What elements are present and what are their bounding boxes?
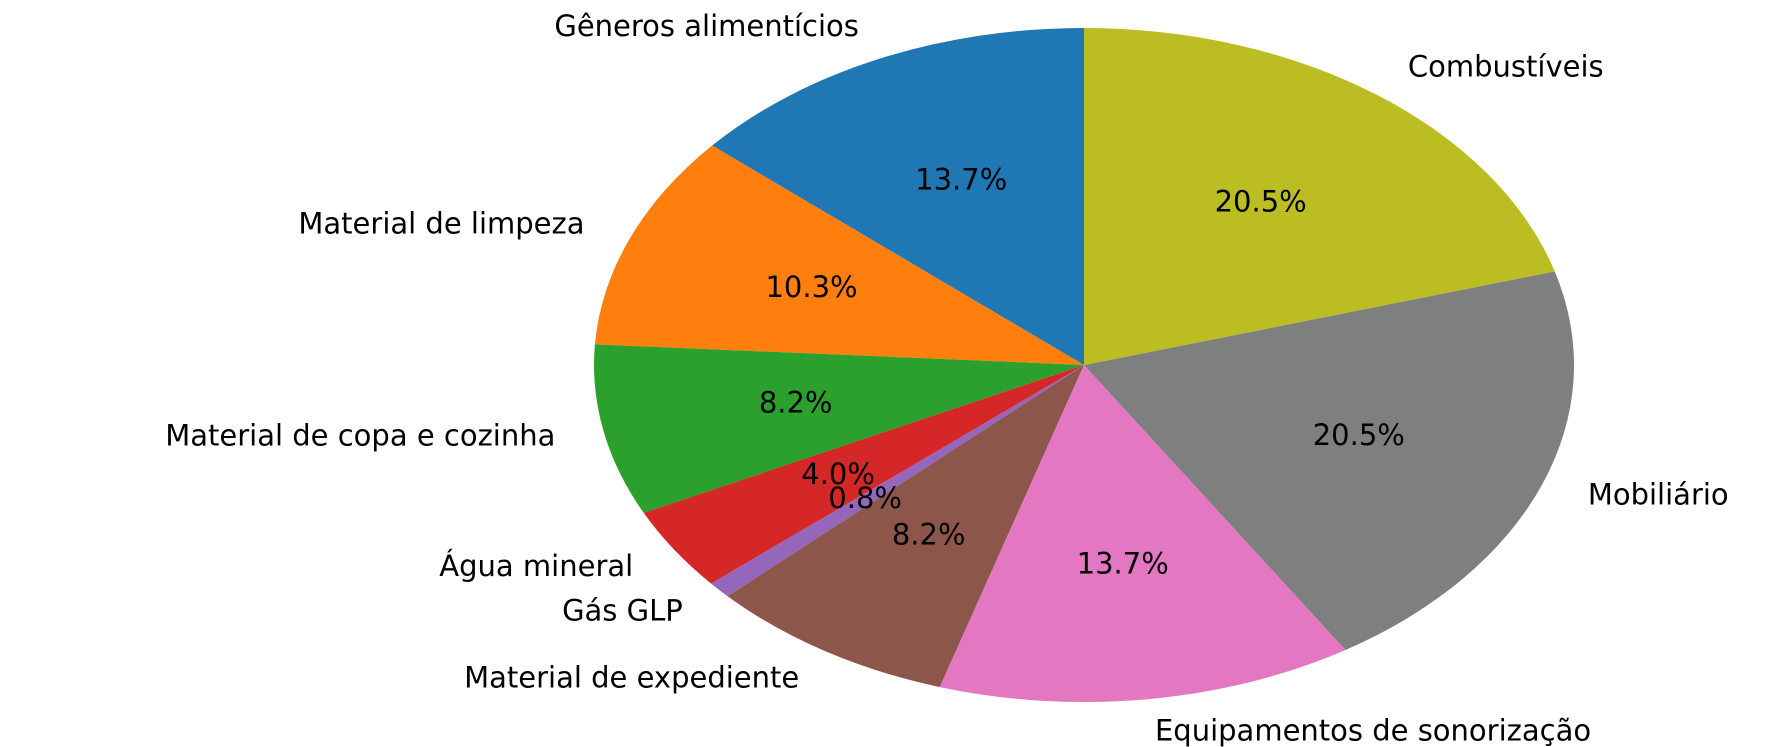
percent-label: 8.2% (759, 385, 833, 419)
slice-label: Água mineral (439, 549, 633, 583)
slice-label: Equipamentos de sonorização (1155, 713, 1591, 747)
percent-label: 10.3% (765, 270, 857, 304)
pie-slice (712, 28, 1084, 365)
pie-slice (1084, 271, 1574, 651)
slice-label: Gêneros alimentícios (554, 9, 859, 43)
pie-slice (939, 365, 1346, 702)
pie-slice (643, 365, 1084, 584)
pie-slice (727, 365, 1084, 688)
slice-label: Material de limpeza (298, 207, 584, 241)
percent-label: 13.7% (1077, 546, 1169, 580)
slice-label: Combustíveis (1408, 50, 1604, 84)
slice-label: Material de copa e cozinha (165, 418, 555, 452)
pie-slice (711, 365, 1084, 597)
percent-label: 20.5% (1215, 184, 1307, 218)
percent-label: 8.2% (892, 518, 966, 552)
percent-label: 0.8% (828, 481, 902, 515)
pie-slice (594, 145, 1084, 365)
percent-label: 13.7% (915, 162, 1007, 196)
slice-label: Gás GLP (562, 594, 683, 628)
pie-slice (1084, 27, 1555, 365)
percent-label: 4.0% (801, 457, 875, 491)
pie-slice (593, 344, 1084, 513)
percent-label: 20.5% (1313, 418, 1405, 452)
slice-label: Material de expediente (464, 661, 799, 695)
slice-label: Mobiliário (1588, 478, 1729, 512)
